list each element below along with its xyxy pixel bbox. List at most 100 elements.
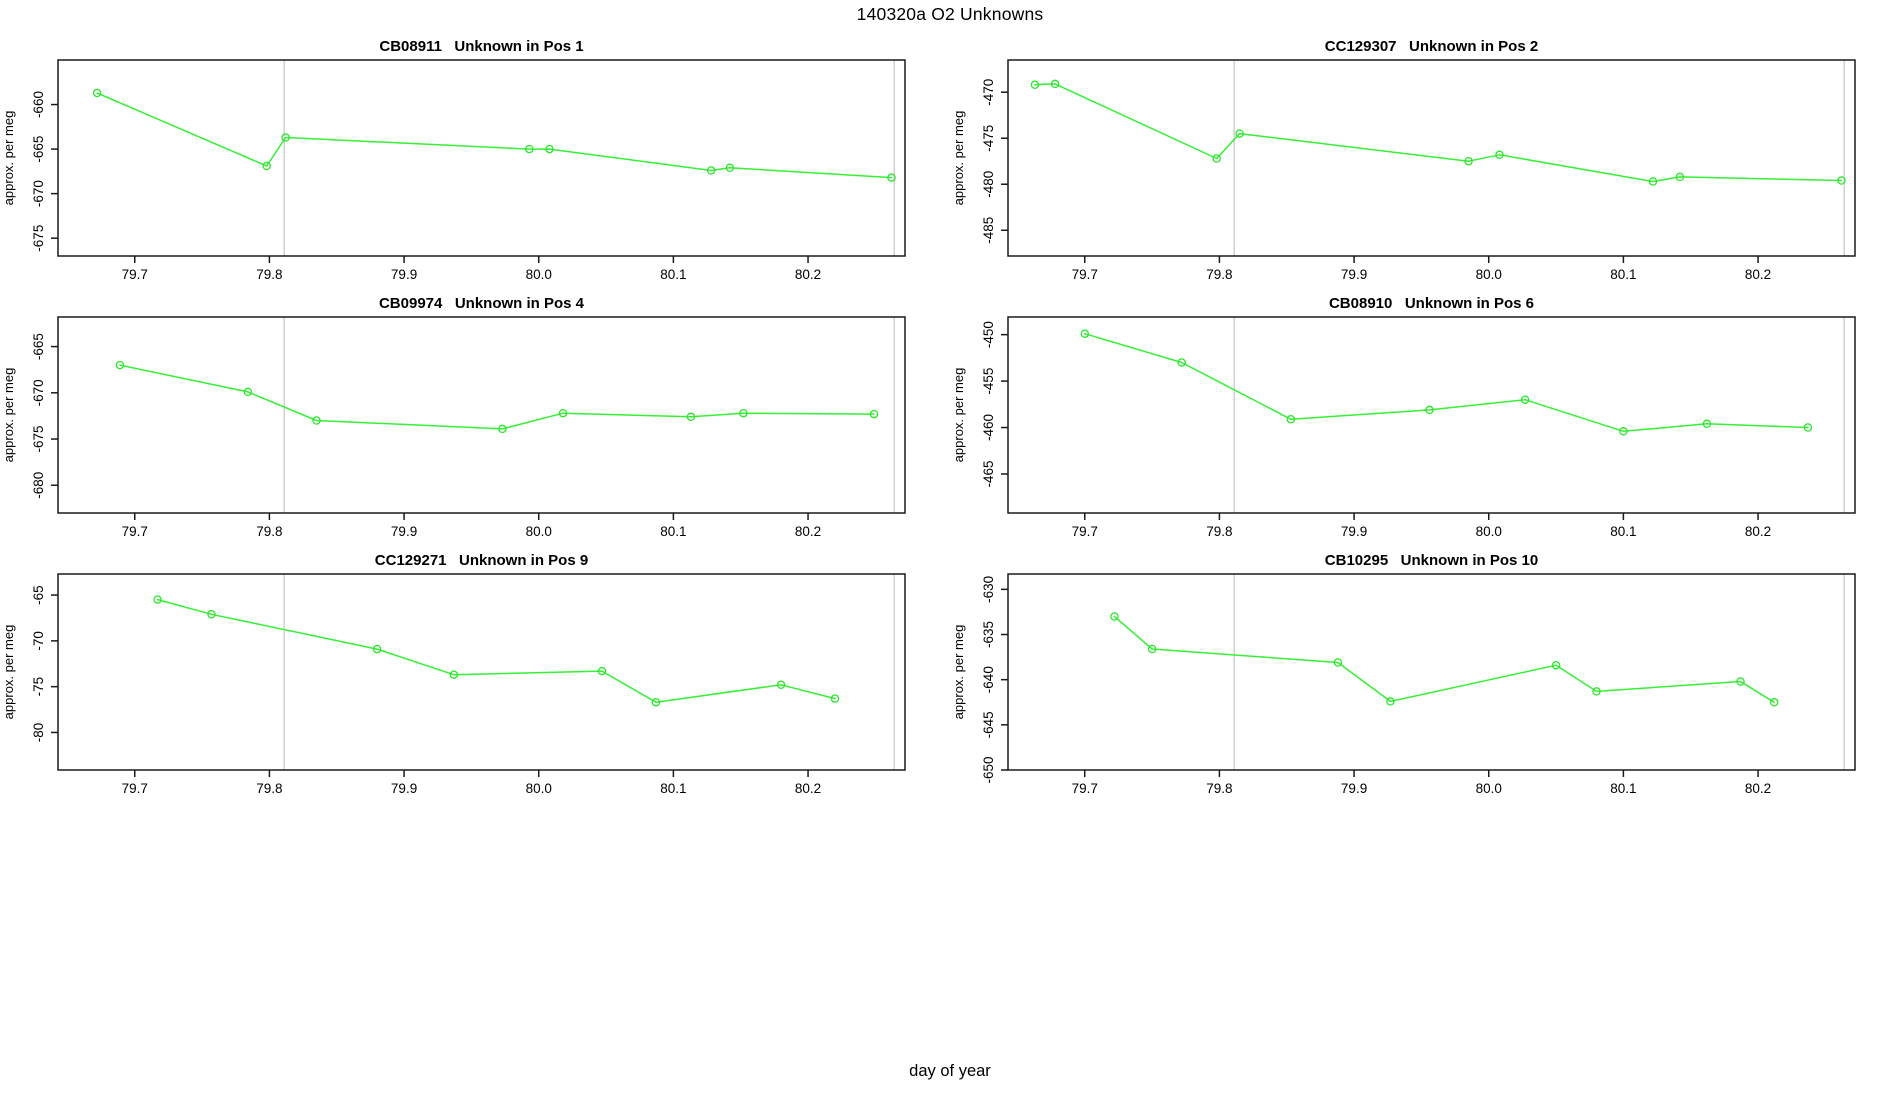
panel-svg-CB08911: 79.7 79.8 79.9 80.0 80.1 80.2 -660 -665 -670 -675…	[1, 38, 906, 282]
y-axis: -450 -455 -460 -465 approx. per meg	[951, 321, 1008, 488]
data-line	[96, 92, 893, 179]
y-axis-title: approx. per meg	[1, 625, 16, 720]
panel-title: CB08910 Unknown in Pos 6	[1329, 295, 1534, 312]
panel-title: CC129307 Unknown in Pos 2	[1325, 38, 1538, 55]
data-point	[1675, 172, 1685, 182]
x-tick-label: 80.0	[1476, 524, 1502, 539]
data-point	[558, 408, 568, 418]
y-tick-label: -675	[31, 225, 46, 252]
plot-box	[57, 316, 906, 514]
y-tick-label: -455	[981, 368, 996, 395]
x-tick-label: 79.7	[122, 267, 148, 282]
data-point	[207, 610, 216, 619]
data-point	[1386, 697, 1395, 706]
x-tick-label: 79.8	[256, 781, 282, 796]
panels-grid: 79.7 79.8 79.9 80.0 80.1 80.2 -660 -665 -670 -675…	[0, 30, 1900, 801]
y-axis-title: approx. per meg	[951, 625, 966, 720]
data-point	[525, 144, 534, 154]
y-tick-label: -75	[31, 677, 46, 697]
y-axis-title: approx. per meg	[1, 111, 16, 206]
panel-CC129307: 79.7 79.8 79.9 80.0 80.1 80.2 -470 -475 -480 -485…	[950, 30, 1900, 287]
data-point	[1147, 644, 1157, 654]
data-point	[1235, 129, 1244, 138]
x-axis: 79.7 79.8 79.9 80.0 80.1 80.2	[122, 770, 821, 796]
panel-title: CB09974 Unknown in Pos 4	[379, 295, 585, 312]
data-point	[706, 166, 716, 175]
data-point	[1286, 414, 1296, 424]
panel-svg-CB08910: 79.7 79.8 79.9 80.0 80.1 80.2 -450 -455 -460 -465…	[951, 295, 1856, 539]
x-tick-label: 79.9	[391, 524, 417, 539]
data-point	[725, 163, 735, 173]
x-tick-label: 80.2	[795, 781, 821, 796]
data-points	[92, 88, 896, 182]
y-tick-label: -665	[31, 333, 46, 360]
y-tick-label: -650	[981, 756, 996, 783]
data-point	[1212, 154, 1221, 163]
data-point	[1769, 698, 1779, 707]
x-tick-label: 80.0	[1476, 781, 1502, 796]
x-tick-label: 80.2	[795, 524, 821, 539]
x-axis: 79.7 79.8 79.9 80.0 80.1 80.2	[122, 513, 821, 539]
plot-box	[57, 573, 906, 771]
plot-box	[1007, 573, 1856, 771]
data-points	[1030, 79, 1846, 186]
y-tick-label: -670	[31, 379, 46, 406]
y-tick-label: -645	[981, 711, 996, 738]
data-point	[262, 161, 271, 171]
y-tick-label: -675	[31, 426, 46, 453]
x-tick-label: 79.7	[1072, 524, 1098, 539]
data-point	[1803, 423, 1813, 432]
y-tick-label: -630	[981, 576, 996, 603]
y-tick-label: -670	[31, 180, 46, 207]
reference-gridlines	[1233, 574, 1846, 770]
panel-CC129271: 79.7 79.8 79.9 80.0 80.1 80.2 -65 -70 -75 -80 appr…	[0, 544, 950, 801]
data-point	[739, 408, 748, 418]
x-axis: 79.7 79.8 79.9 80.0 80.1 80.2	[122, 256, 821, 282]
x-tick-label: 79.8	[256, 267, 282, 282]
x-tick-label: 80.1	[660, 267, 686, 282]
x-tick-label: 79.9	[1341, 524, 1367, 539]
y-axis: -470 -475 -480 -485 approx. per meg	[951, 79, 1008, 244]
y-tick-label: -635	[981, 621, 996, 648]
plot-box	[57, 59, 906, 257]
data-point	[449, 670, 459, 679]
y-axis: -65 -70 -75 -80 approx. per meg	[1, 585, 58, 742]
x-tick-label: 80.1	[1610, 267, 1636, 282]
x-axis-label: day of year	[909, 1062, 991, 1080]
data-point	[1333, 658, 1343, 667]
x-tick-label: 79.9	[391, 781, 417, 796]
data-point	[1080, 329, 1090, 338]
panel-title: CB10295 Unknown in Pos 10	[1325, 552, 1538, 569]
data-point	[1619, 427, 1628, 436]
x-tick-label: 79.9	[1341, 781, 1367, 796]
x-tick-label: 79.7	[122, 781, 148, 796]
data-point	[597, 666, 607, 676]
panel-title: CC129271 Unknown in Pos 9	[375, 552, 588, 569]
x-tick-label: 80.2	[1745, 524, 1771, 539]
x-tick-label: 79.7	[1072, 781, 1098, 796]
x-tick-label: 79.8	[256, 524, 282, 539]
data-points	[153, 595, 840, 707]
y-axis-title: approx. per meg	[1, 368, 16, 463]
data-points	[1080, 329, 1813, 436]
x-tick-label: 79.7	[1072, 267, 1098, 282]
x-tick-label: 80.0	[526, 524, 552, 539]
y-tick-label: -465	[981, 460, 996, 487]
data-point	[1702, 419, 1712, 429]
x-axis: 79.7 79.8 79.9 80.0 80.1 80.2	[1072, 513, 1771, 539]
y-tick-label: -450	[981, 321, 996, 348]
y-axis-title: approx. per meg	[951, 368, 966, 463]
data-point	[281, 133, 290, 142]
data-point	[312, 416, 321, 425]
plot-box	[1007, 59, 1856, 257]
panel-CB10295: 79.7 79.8 79.9 80.0 80.1 80.2 -630 -635 -640 -645…	[950, 544, 1900, 801]
data-point	[1050, 79, 1060, 89]
data-point	[1520, 395, 1530, 404]
data-point	[1648, 177, 1658, 186]
data-line	[119, 364, 875, 430]
data-point	[1177, 358, 1186, 367]
data-point	[1110, 612, 1119, 621]
y-axis: -630 -635 -640 -645 -650 approx. per meg	[951, 576, 1008, 784]
y-tick-label: -665	[31, 136, 46, 163]
data-point	[115, 360, 125, 370]
